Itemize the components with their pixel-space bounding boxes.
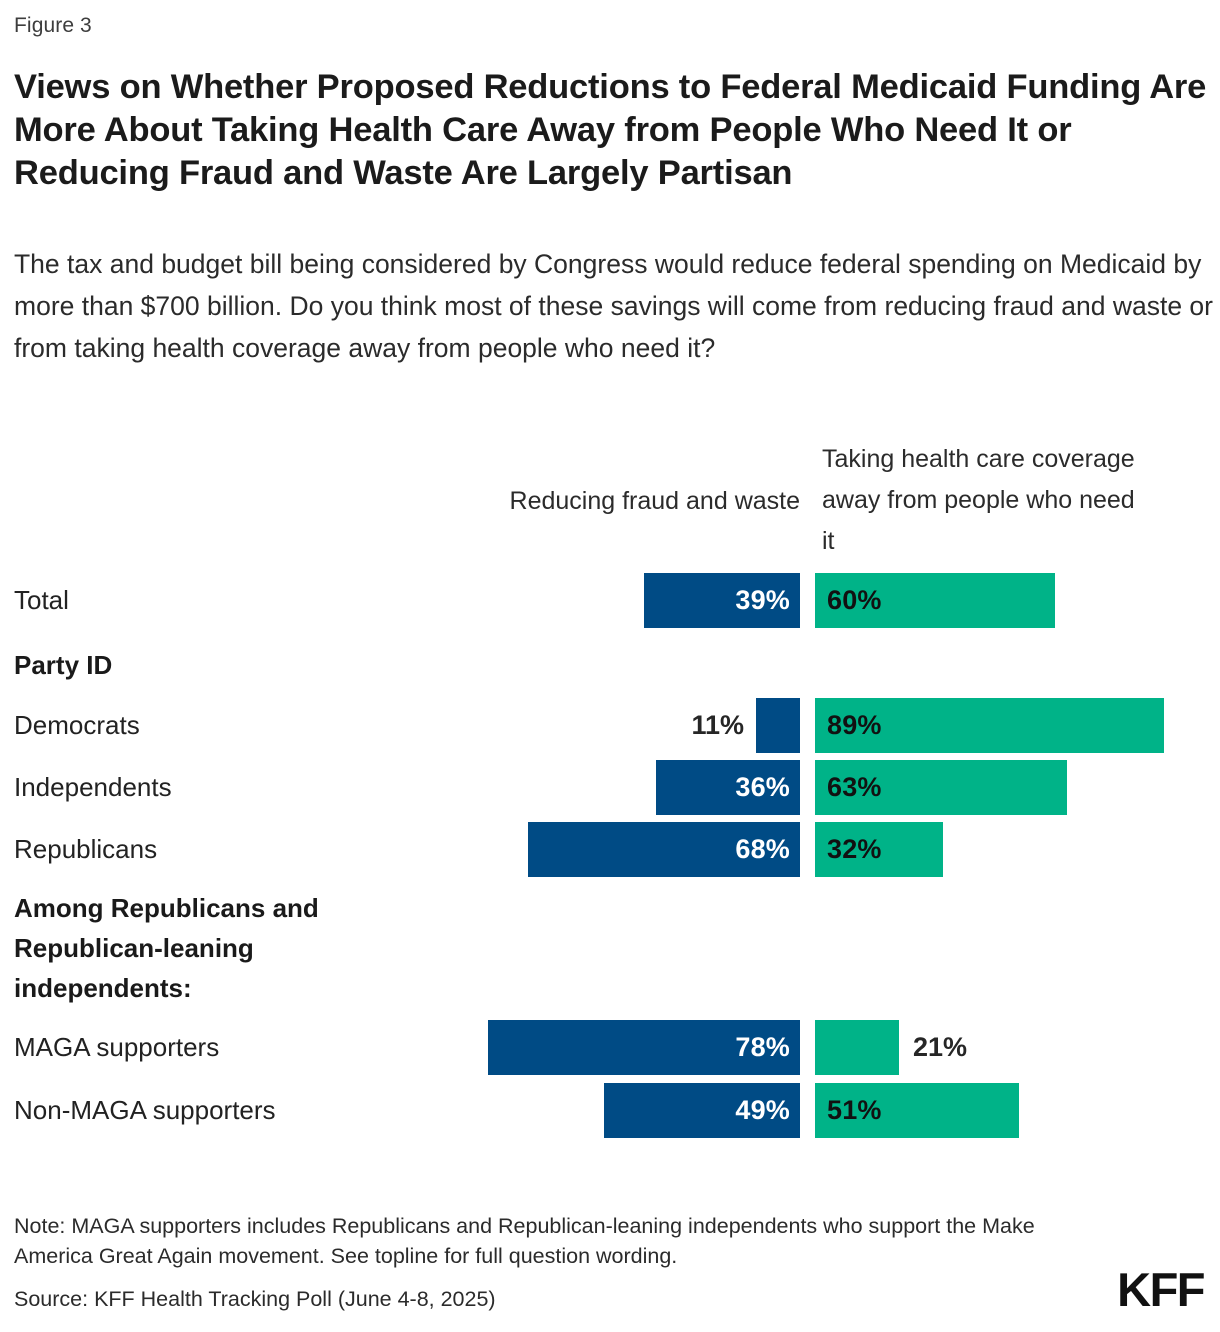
bar-independents-taking-coverage: 63%: [815, 760, 1067, 815]
bar-value-total-reducing-fraud: 39%: [735, 585, 790, 615]
bar-republicans-taking-coverage: 32%: [815, 822, 943, 877]
row-label-democrats: Democrats: [14, 710, 140, 740]
bar-value-republicans-reducing-fraud: 68%: [735, 834, 790, 864]
bar-value-independents-taking-coverage: 63%: [827, 772, 882, 802]
bar-non-maga-taking-coverage: 51%: [815, 1083, 1019, 1138]
row-label-independents: Independents: [14, 772, 172, 802]
page-title: Views on Whether Proposed Reductions to …: [14, 68, 1207, 192]
chart-subtitle: The tax and budget bill being considered…: [14, 249, 1213, 363]
bar-maga-reducing-fraud: 78%: [488, 1020, 800, 1075]
row-label-republicans: Republicans: [14, 834, 158, 864]
bar-value-maga-taking-coverage: 21%: [913, 1032, 968, 1062]
bar-maga-taking-coverage: [815, 1020, 899, 1075]
group-header-party-id: Party ID: [14, 650, 113, 680]
bar-democrats-reducing-fraud: [756, 698, 800, 753]
column-header-reducing-fraud: Reducing fraud and waste: [509, 487, 800, 515]
bar-republicans-reducing-fraud: 68%: [528, 822, 800, 877]
bar-value-non-maga-reducing-fraud: 49%: [735, 1095, 790, 1125]
bar-value-total-taking-coverage: 60%: [827, 585, 882, 615]
row-label-non-maga-supporters: Non-MAGA supporters: [14, 1095, 276, 1125]
column-header-taking-coverage: Taking health care coverage away from pe…: [822, 445, 1135, 555]
bar-democrats-taking-coverage: 89%: [815, 698, 1164, 753]
bar-value-republicans-taking-coverage: 32%: [827, 834, 882, 864]
row-label-total: Total: [14, 585, 69, 615]
bar-value-maga-reducing-fraud: 78%: [735, 1032, 790, 1062]
bar-total-taking-coverage: 60%: [815, 573, 1055, 628]
kff-logo: KFF: [1117, 1263, 1205, 1316]
bar-value-independents-reducing-fraud: 36%: [735, 772, 790, 802]
chart-source: Source: KFF Health Tracking Poll (June 4…: [14, 1287, 496, 1311]
bar-independents-reducing-fraud: 36%: [656, 760, 800, 815]
group-header-among-republicans: Among Republicans and Republican-leaning…: [14, 893, 319, 1003]
bar-value-democrats-taking-coverage: 89%: [827, 710, 882, 740]
bar-value-democrats-reducing-fraud: 11%: [691, 710, 744, 740]
row-label-maga-supporters: MAGA supporters: [14, 1032, 220, 1062]
bar-total-reducing-fraud: 39%: [644, 573, 800, 628]
bar-value-non-maga-taking-coverage: 51%: [827, 1095, 882, 1125]
bar-non-maga-reducing-fraud: 49%: [604, 1083, 800, 1138]
chart-note: Note: MAGA supporters includes Republica…: [14, 1214, 1035, 1268]
figure-number: Figure 3: [14, 14, 92, 37]
